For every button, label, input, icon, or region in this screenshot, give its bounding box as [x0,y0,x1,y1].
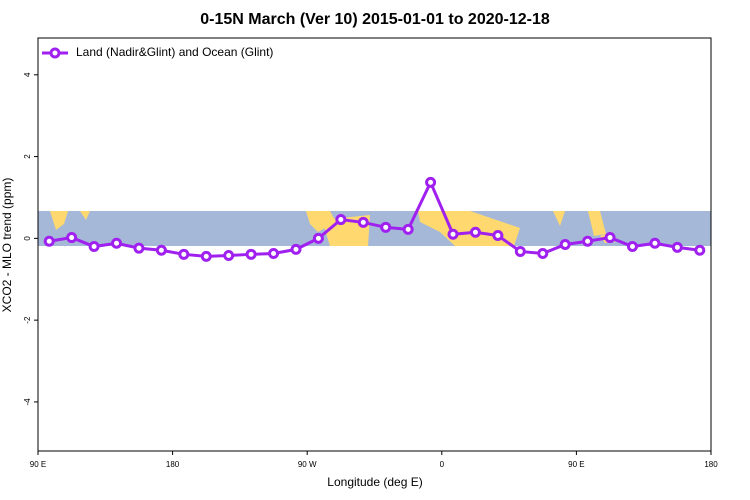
x-tick-label: 180 [704,460,718,469]
point [492,230,504,242]
legend-marker [49,47,61,59]
point [537,247,549,259]
point [559,239,571,250]
point [649,237,661,249]
point [694,244,706,256]
point [357,216,369,228]
point [582,235,594,247]
point [268,247,280,259]
y-tick-label: -4 [23,398,32,406]
legend-label: Land (Nadir&Glint) and Ocean (Glint) [76,45,273,59]
point [245,248,257,260]
point [155,244,167,256]
point [626,241,638,253]
y-tick-label: 2 [23,154,32,159]
y-tick-label: -2 [23,316,32,324]
point [469,226,481,238]
point [111,237,123,249]
x-tick-label: 180 [166,460,180,469]
point [425,176,437,188]
plot-frame [37,37,712,452]
point [402,223,414,235]
point [66,232,78,244]
x-axis-label: Longitude (deg E) [327,475,422,489]
point [200,250,212,262]
point [178,248,190,260]
point [604,232,616,244]
point [335,214,347,226]
point [514,245,526,257]
x-tick-label: 90 W [298,460,317,469]
x-tick-label: 90 E [568,460,584,469]
point [133,242,145,254]
point [312,232,324,244]
point [43,235,55,247]
x-tick-label: 0 [440,460,445,469]
point [447,228,459,240]
y-axis-label: XCO2 - MLO trend (ppm) [0,178,14,313]
y-tick-label: 4 [23,72,32,77]
point [88,241,100,253]
point [380,221,392,233]
y-tick-label: 0 [23,236,32,241]
point [223,250,235,262]
point [290,243,302,255]
point [671,241,683,253]
x-tick-label: 90 E [30,460,46,469]
chart-title: 0-15N March (Ver 10) 2015-01-01 to 2020-… [200,11,550,28]
